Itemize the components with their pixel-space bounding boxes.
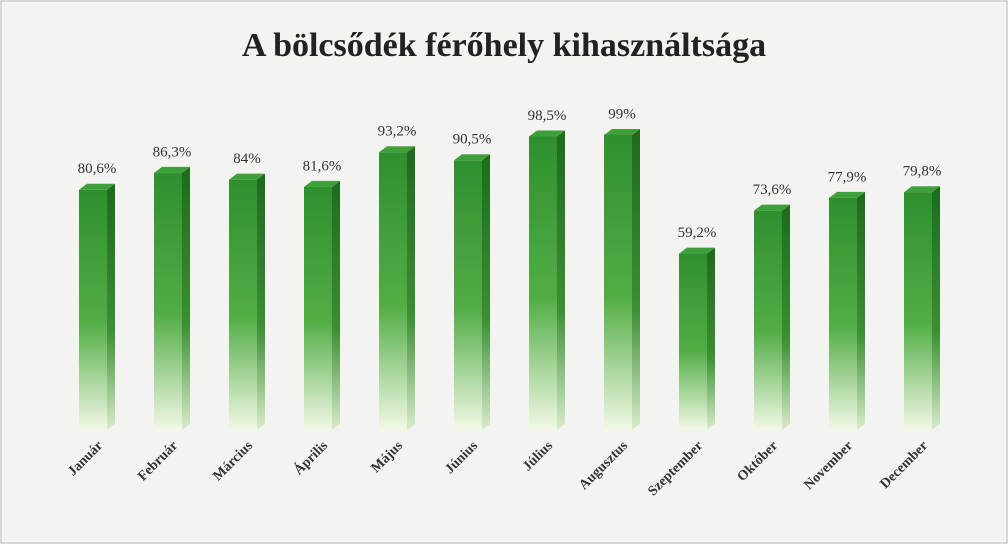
bar-side (107, 183, 115, 430)
value-label: 73,6% (753, 182, 792, 198)
value-label: 77,9% (828, 169, 867, 185)
bar-side (932, 186, 940, 430)
bar-side (632, 128, 640, 431)
bar-top (829, 191, 865, 198)
chart-title: A bölcsődék férőhely kihasználtsága (242, 27, 766, 64)
bar-top (604, 128, 640, 135)
bar (754, 210, 782, 430)
value-label: 98,5% (528, 108, 567, 124)
bar (529, 136, 557, 430)
value-label: 81,6% (303, 158, 342, 174)
value-label: 59,2% (678, 225, 717, 241)
bar (304, 186, 332, 430)
value-label: 86,3% (153, 144, 192, 160)
bar-side (782, 204, 790, 430)
bar-top (304, 180, 340, 187)
bar (679, 253, 707, 430)
bar-side (407, 146, 415, 430)
bar (154, 172, 182, 431)
bar-side (182, 166, 190, 431)
bar-top (79, 183, 115, 190)
bar-top (904, 186, 940, 193)
bar (829, 197, 857, 430)
bar-side (482, 154, 490, 430)
bar (79, 189, 107, 430)
value-label: 93,2% (378, 124, 417, 140)
bar-top (454, 154, 490, 161)
bar (229, 179, 257, 430)
bar-side (857, 191, 865, 430)
bar-side (707, 247, 715, 430)
bar-top (754, 204, 790, 211)
bar (454, 160, 482, 430)
bar-top (154, 166, 190, 173)
bar (379, 152, 407, 430)
bar-top (379, 146, 415, 153)
value-label: 99% (608, 106, 636, 122)
bar-side (257, 173, 265, 430)
bar-side (557, 130, 565, 430)
bar (904, 192, 932, 430)
value-label: 90,5% (453, 132, 492, 148)
value-label: 80,6% (78, 161, 117, 177)
bar (604, 134, 632, 431)
value-label: 79,8% (903, 164, 942, 180)
value-label: 84% (233, 151, 261, 167)
bar-top (229, 173, 265, 180)
bar-top (529, 130, 565, 137)
bar-top (679, 247, 715, 254)
bar-side (332, 180, 340, 430)
